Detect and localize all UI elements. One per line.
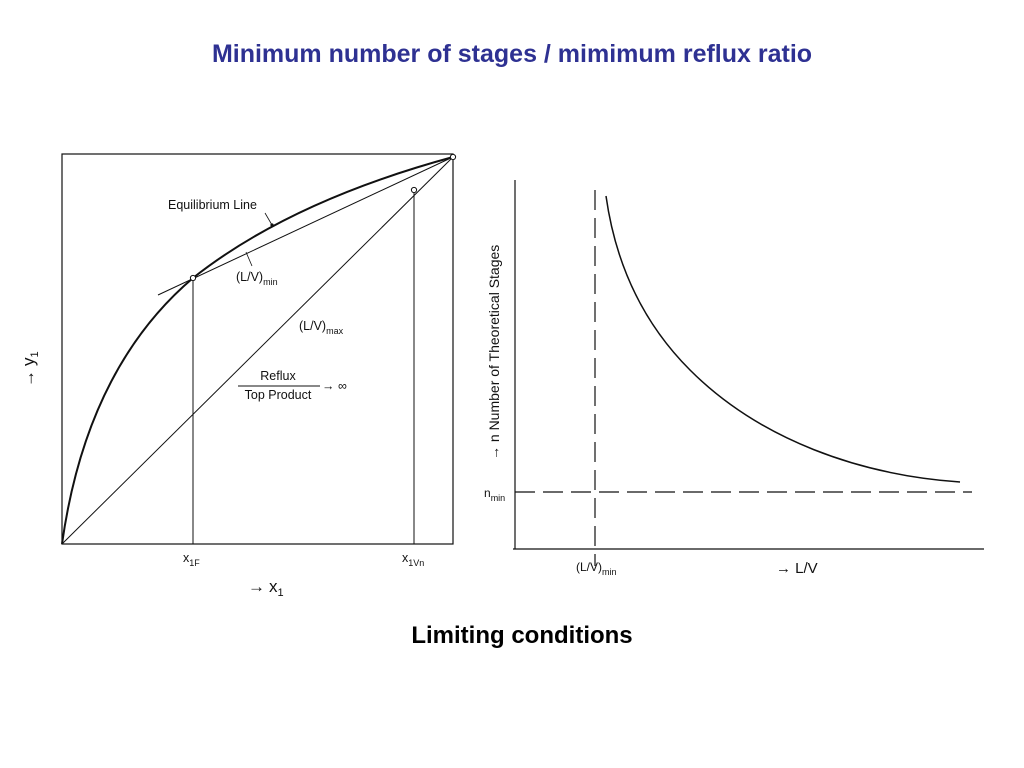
slide-title: Minimum number of stages / mimimum reflu…	[211, 40, 813, 68]
stages-curve	[605, 195, 961, 483]
x1f-tick-label: x1F	[183, 551, 200, 568]
lv-min-label: (L/V)min	[236, 270, 278, 287]
lv-axis-label: → L/V	[776, 560, 818, 577]
lv-max-label: (L/V)max	[299, 319, 344, 336]
equilibrium-leader-dot	[270, 223, 274, 227]
diagonal-line	[61, 156, 454, 545]
equilibrium-label-leader	[264, 212, 273, 226]
reflux-numerator: Reflux	[260, 369, 296, 383]
y1-axis-label: →y1	[19, 351, 41, 387]
pinch-point-marker	[189, 274, 197, 282]
mccabe-thiele-labels: Equilibrium Line (L/V)min (L/V)max Reflu…	[19, 198, 424, 599]
top-point-marker	[410, 186, 418, 194]
stages-vs-reflux-diagram	[513, 180, 984, 566]
lv-min-axis-label: (L/V)min	[576, 560, 617, 577]
reflux-limit: → ∞	[322, 379, 347, 393]
reflux-denominator: Top Product	[245, 388, 312, 402]
lv-min-operating-line	[157, 156, 454, 296]
lv-min-leader	[245, 251, 253, 267]
equilibrium-line-label: Equilibrium Line	[168, 198, 257, 212]
x1vn-tick-label: x1Vn	[402, 551, 424, 568]
plot-frame	[61, 153, 454, 545]
mccabe-thiele-diagram	[61, 153, 457, 545]
stages-axis-label: → n Number of Theoretical Stages	[486, 245, 502, 460]
x1-axis-label: → x1	[248, 577, 284, 599]
slide-caption: Limiting conditions	[411, 622, 633, 649]
stages-vs-reflux-labels: → n Number of Theoretical Stages nmin (L…	[484, 245, 818, 577]
nmin-label: nmin	[484, 486, 505, 503]
corner-point-marker	[449, 153, 457, 161]
